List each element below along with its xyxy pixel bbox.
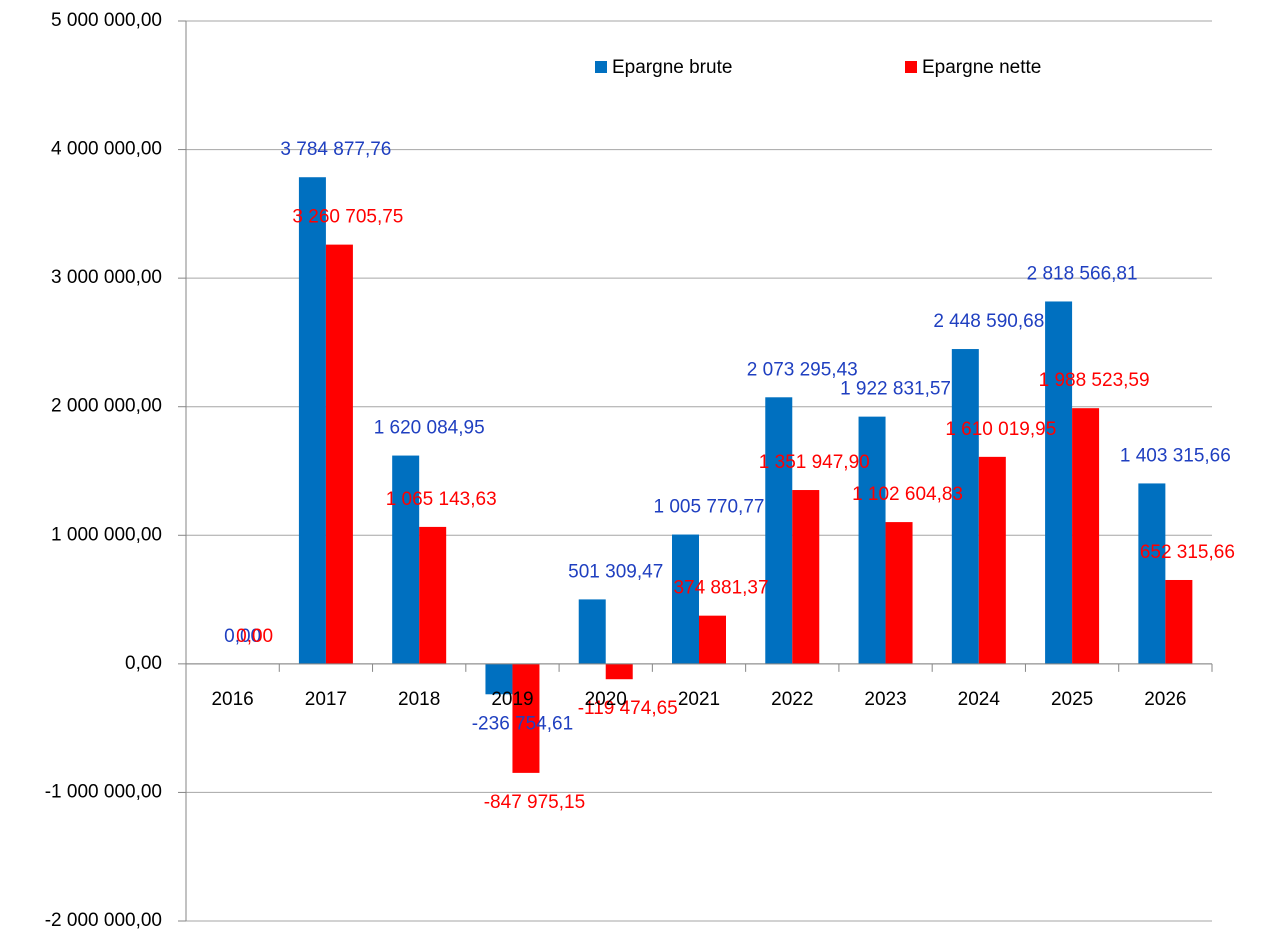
data-label: 652 315,66 [1140,542,1235,563]
legend-swatch [905,61,917,73]
bar [951,349,979,664]
x-tick-label: 2017 [305,689,347,710]
y-tick-label: 4 000 000,00 [51,139,162,160]
data-label: 0,00 [236,626,273,647]
data-label: -236 754,61 [472,713,573,734]
bar [765,397,793,664]
data-label: 3 260 705,75 [292,207,403,228]
bar [792,490,820,664]
x-tick-label: 2022 [771,689,813,710]
bar [885,522,913,664]
data-label: 2 818 566,81 [1027,263,1138,284]
x-tick-label: 2019 [491,689,533,710]
data-label: 1 610 019,95 [945,419,1056,440]
bar [1165,579,1193,664]
data-label: 1 922 831,57 [840,379,951,400]
data-label: 1 102 604,83 [852,484,963,505]
data-label: 501 309,47 [568,561,663,582]
y-tick-label: 1 000 000,00 [51,524,162,545]
bar [1138,483,1166,664]
y-tick-label: 2 000 000,00 [51,396,162,417]
data-label: -119 474,65 [578,698,678,719]
x-tick-label: 2021 [678,689,720,710]
data-label: 374 881,37 [673,578,768,599]
data-label: 3 784 877,76 [280,139,391,160]
bar [1072,408,1100,664]
legend-swatch [595,61,607,73]
bar [858,416,886,664]
x-tick-label: 2023 [864,689,906,710]
x-tick-label: 2016 [211,689,253,710]
data-label: -847 975,15 [484,792,585,813]
bar [392,455,420,664]
y-tick-label: 0,00 [125,653,162,674]
legend-label: Epargne nette [922,57,1041,78]
bar [699,615,726,664]
bar [578,599,606,664]
bar [419,526,447,664]
bar [298,177,326,664]
bar [978,456,1006,664]
y-tick-label: -2 000 000,00 [45,910,162,931]
x-tick-label: 2025 [1051,689,1093,710]
bar [325,244,353,664]
data-label: 1 403 315,66 [1120,445,1231,466]
y-tick-label: -1 000 000,00 [45,781,162,802]
data-label: 2 448 590,68 [933,311,1044,332]
bar [512,663,540,773]
data-label: 2 073 295,43 [747,359,858,380]
data-label: 1 620 084,95 [374,418,485,439]
bar [1045,301,1073,664]
y-tick-label: 5 000 000,00 [51,10,162,31]
x-tick-label: 2018 [398,689,440,710]
data-label: 1 065 143,63 [386,489,497,510]
legend-label: Epargne brute [612,57,732,78]
data-label: 1 351 947,90 [759,452,870,473]
x-tick-label: 2020 [585,689,627,710]
data-label: 1 005 770,77 [654,497,765,518]
bar [672,534,699,664]
x-tick-label: 2026 [1144,689,1186,710]
data-label: 1 988 523,59 [1039,370,1150,391]
data-label: 0,00 [224,626,261,647]
y-tick-label: 3 000 000,00 [51,267,162,288]
bar [485,663,513,695]
x-tick-label: 2024 [958,689,1001,710]
bar [605,663,633,680]
